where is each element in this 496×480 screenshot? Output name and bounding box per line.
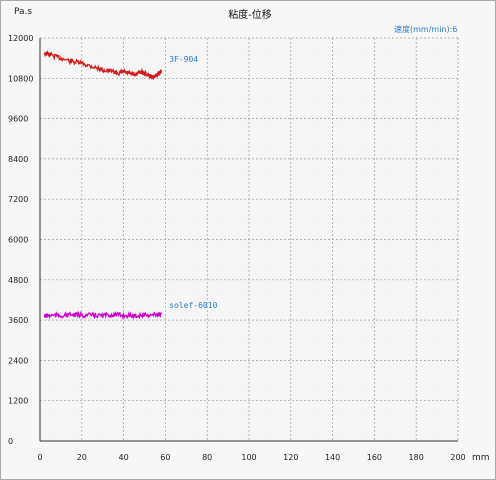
x-tick-label: 80 bbox=[202, 453, 212, 462]
y-tick-label: 10800 bbox=[8, 74, 33, 83]
axes bbox=[39, 38, 458, 442]
y-tick-label: 1200 bbox=[8, 397, 28, 406]
series-group: 3F-904 solef-6010 bbox=[43, 50, 218, 321]
series-line-1 bbox=[43, 310, 162, 321]
y-tick-label: 12000 bbox=[8, 34, 33, 43]
x-axis-label: mm bbox=[472, 453, 490, 463]
y-tick-label: 4800 bbox=[8, 276, 28, 285]
speed-label: 速度(mm/min):6 bbox=[394, 24, 457, 34]
x-tick-label: 100 bbox=[241, 453, 256, 462]
y-tick-label: 8400 bbox=[8, 155, 28, 164]
y-tick-label: 7200 bbox=[8, 195, 28, 204]
x-tick-label: 40 bbox=[119, 453, 129, 462]
chart-title: 粘度-位移 bbox=[228, 8, 272, 21]
y-tick-label: 3600 bbox=[8, 316, 28, 325]
series-line-0 bbox=[43, 50, 162, 80]
series-label-1: solef-6010 bbox=[169, 301, 217, 310]
x-tick-label: 140 bbox=[325, 453, 340, 462]
x-tick-label: 200 bbox=[450, 453, 465, 462]
y-tick-label: 2400 bbox=[8, 356, 28, 365]
y-tick-labels: 0 1200 2400 3600 4800 6000 7200 8400 9600 10800 12… bbox=[8, 34, 33, 446]
x-tick-label: 160 bbox=[367, 453, 382, 462]
x-tick-label: 180 bbox=[409, 453, 424, 462]
x-tick-labels: 0 20 40 60 80 100 120 140 160 180 200 bbox=[37, 453, 465, 462]
x-tick-label: 120 bbox=[283, 453, 298, 462]
y-axis-label: Pa.s bbox=[14, 7, 32, 17]
series-label-0: 3F-904 bbox=[169, 55, 198, 64]
y-tick-label: 9600 bbox=[8, 115, 28, 124]
x-tick-label: 20 bbox=[77, 453, 87, 462]
y-tick-label: 0 bbox=[8, 437, 13, 446]
x-tick-label: 0 bbox=[37, 453, 42, 462]
x-tick-label: 60 bbox=[160, 453, 170, 462]
y-tick-label: 6000 bbox=[8, 236, 28, 245]
